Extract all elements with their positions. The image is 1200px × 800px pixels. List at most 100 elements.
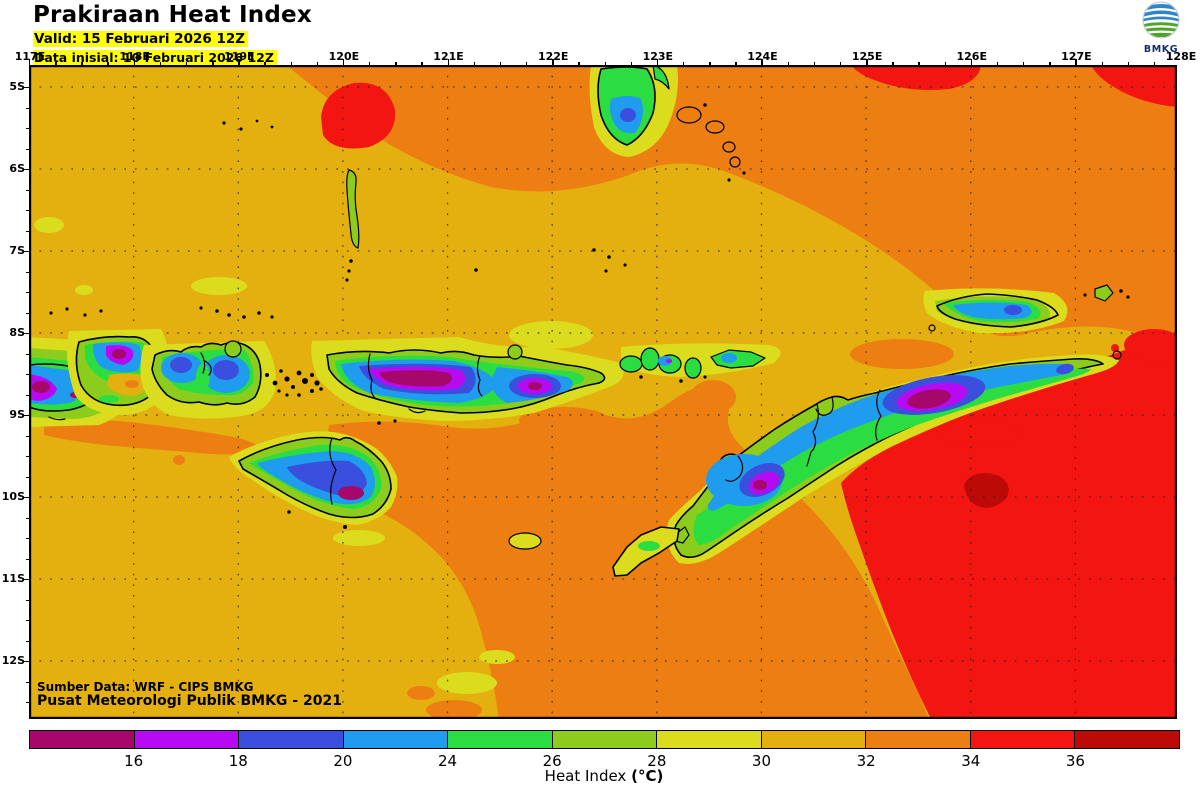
- map-credits: Sumber Data: WRF - CIPS BMKG Pusat Meteo…: [37, 680, 342, 708]
- left-axis-tick: [26, 128, 29, 130]
- left-axis-tick: [23, 87, 29, 89]
- left-axis-tick: [23, 661, 29, 663]
- data-source-line: Sumber Data: WRF - CIPS BMKG: [37, 680, 254, 694]
- top-axis-label: 125E: [851, 50, 883, 63]
- colorbar-segment: [760, 731, 866, 748]
- top-axis-tick: [787, 62, 790, 65]
- colorbar-segment: [865, 731, 970, 748]
- bmkg-logo: BMKG: [1133, 1, 1189, 55]
- top-axis-tick: [709, 62, 711, 65]
- colorbar-title-text: Heat Index: [544, 767, 627, 785]
- top-axis-tick: [290, 62, 292, 65]
- top-axis-tick: [1101, 62, 1103, 65]
- left-axis-tick: [26, 107, 29, 109]
- colorbar-segment: [551, 731, 657, 748]
- top-axis-tick: [447, 59, 449, 65]
- top-axis-tick: [421, 62, 423, 65]
- left-axis-tick: [23, 497, 29, 499]
- top-axis-label: 124E: [747, 50, 778, 63]
- top-axis-tick: [813, 62, 816, 65]
- top-axis-tick: [578, 62, 580, 65]
- left-axis-tick: [26, 353, 29, 355]
- top-axis-tick: [735, 62, 737, 65]
- left-axis-tick: [26, 148, 29, 150]
- left-axis-tick: [26, 640, 29, 642]
- colorbar-tick-label: 34: [961, 752, 981, 770]
- left-axis-tick: [26, 476, 29, 478]
- top-axis-tick: [499, 62, 502, 65]
- colorbar-tick-label: 30: [751, 752, 772, 770]
- init-time-badge: Data inisial: 10 Februari 2026 12Z: [33, 50, 277, 65]
- top-axis-tick: [1127, 62, 1130, 65]
- top-axis-label: 126E: [956, 50, 987, 63]
- left-axis-tick: [26, 599, 29, 601]
- colorbar-tick-label: 36: [1065, 752, 1085, 770]
- left-axis-tick: [26, 702, 29, 704]
- top-axis-label: 122E: [537, 50, 569, 63]
- left-axis-tick: [26, 517, 29, 519]
- top-axis-label: 123E: [642, 50, 674, 63]
- top-axis-tick: [133, 59, 136, 65]
- left-axis-label: 5S: [9, 80, 25, 93]
- colorbar-tick-label: 16: [124, 752, 144, 770]
- top-axis-tick: [342, 59, 345, 65]
- colorbar-segment: [1074, 731, 1180, 748]
- left-axis-tick: [26, 271, 29, 273]
- colorbar-tick-label: 28: [647, 752, 667, 770]
- top-axis-tick: [1049, 62, 1051, 65]
- left-axis-tick: [26, 435, 29, 437]
- top-axis-label: 120E: [328, 50, 360, 63]
- top-axis-tick: [970, 59, 973, 65]
- left-axis-label: 10S: [1, 490, 25, 503]
- colorbar-tick-label: 20: [333, 752, 353, 770]
- left-axis-label: 8S: [9, 326, 25, 339]
- top-axis-tick: [55, 62, 57, 65]
- top-axis-tick: [1153, 62, 1156, 65]
- colorbar-segment: [969, 731, 1075, 748]
- left-axis-tick: [26, 558, 29, 560]
- top-axis-label: 117E: [14, 50, 46, 63]
- left-axis-label: 9S: [9, 408, 25, 421]
- left-axis-tick: [26, 312, 29, 314]
- top-axis-tick: [159, 62, 162, 65]
- top-axis-tick: [526, 62, 528, 65]
- left-axis-tick: [23, 169, 29, 171]
- top-axis-tick: [656, 59, 659, 65]
- left-axis-tick: [26, 620, 29, 622]
- left-axis-tick: [26, 681, 29, 683]
- header: Prakiraan Heat Index Valid: 15 Februari …: [33, 2, 312, 66]
- top-axis-tick: [395, 62, 397, 65]
- colorbar-segment: [238, 731, 343, 748]
- colorbar-tick-label: 26: [542, 752, 562, 770]
- left-axis-tick: [23, 579, 29, 581]
- top-axis-tick: [552, 59, 554, 65]
- colorbar-tick-label: 32: [856, 752, 876, 770]
- top-axis-tick: [264, 62, 266, 65]
- left-axis-tick: [23, 415, 29, 417]
- colorbar-tick-label: 18: [228, 752, 248, 770]
- top-axis-tick: [212, 62, 214, 65]
- top-axis-tick: [604, 62, 606, 65]
- top-axis-label: 118E: [119, 50, 150, 63]
- page-title: Prakiraan Heat Index: [33, 2, 312, 28]
- left-axis-tick: [26, 292, 29, 294]
- top-axis-tick: [107, 62, 109, 65]
- left-axis-label: 7S: [9, 244, 25, 257]
- colorbar-segment: [656, 731, 761, 748]
- top-axis-label: 127E: [1061, 50, 1092, 63]
- left-axis-tick: [26, 538, 29, 540]
- top-axis-tick: [29, 59, 31, 65]
- bmkg-globe-icon: [1142, 1, 1180, 39]
- colorbar-unit: (°C): [631, 767, 664, 785]
- top-axis-tick: [839, 62, 842, 65]
- colorbar-segment: [133, 731, 239, 748]
- left-axis-tick: [23, 333, 29, 335]
- colorbar-segment: [30, 731, 134, 748]
- publisher-line: Pusat Meteorologi Publik BMKG - 2021: [37, 693, 342, 709]
- top-axis-tick: [892, 62, 894, 65]
- left-axis-tick: [26, 374, 29, 376]
- top-axis-tick: [996, 62, 999, 65]
- left-axis-label: 12S: [1, 654, 25, 667]
- left-axis-tick: [26, 230, 29, 232]
